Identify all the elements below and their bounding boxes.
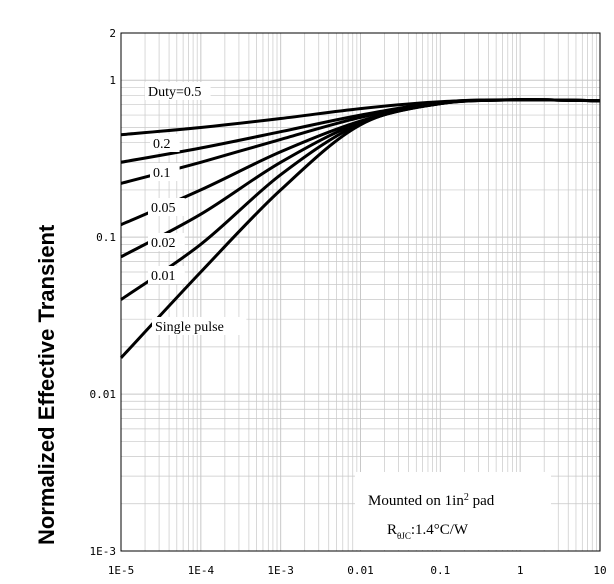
series-label-bg [148,198,185,216]
annotation-line2-sub: θJC [397,531,411,541]
grid [120,32,600,552]
series-group [119,98,601,359]
x-tick-label: 1E-5 [108,564,135,577]
y-tick-label: 2 [109,27,116,40]
series-label-5: 0.01 [151,269,176,284]
series-label-bg [148,233,185,251]
x-tick-label: 10 [593,564,606,577]
x-tick-label: 1E-4 [188,564,215,577]
x-tick-label: 1E-3 [267,564,294,577]
series-label-bg [150,163,180,181]
annotation-line2: RθJC:1.4°C/W [387,522,469,541]
y-axis-title: Normalized Effective Transient [34,224,59,545]
x-tick-label: 0.01 [347,564,374,577]
series-label-3: 0.05 [151,201,176,216]
series-label-2: 0.1 [153,166,171,181]
annotation-line1-sup: 2 [464,492,469,503]
y-tick-label: 1 [109,74,116,87]
x-tick-label: 1 [517,564,524,577]
annotation-line1: Mounted on 1in2 pad [368,492,495,510]
series-label-6: Single pulse [155,320,224,335]
series-label-1: 0.2 [153,137,171,152]
series-label-bg [145,82,211,100]
annotation-line2-main: R [387,522,397,538]
y-tick-label: 0.1 [96,231,116,244]
plot-frame [120,32,601,552]
series-label-bg [152,317,247,335]
tick-labels: 1E-5 1E-4 1E-3 0.01 0.1 1 10 1E-3 0.01 0.1 1 2 [90,27,607,577]
y-tick-label: 1E-3 [90,545,117,558]
annotation-line1-prefix: Mounted on 1in [368,493,464,509]
series-label-bg [148,266,185,284]
series-labels: Duty=0.5 0.2 0.1 0.05 0.02 0.01 Single pulse [145,82,247,335]
series-label-bg [150,134,180,152]
x-tick-label: 0.1 [430,564,450,577]
series-line-6 [119,98,601,359]
annotation-line2-suffix: :1.4°C/W [411,522,469,538]
series-label-0: Duty=0.5 [148,85,201,100]
annotation-line1-suffix: pad [469,493,495,509]
y-tick-label: 0.01 [90,388,117,401]
annotation-box: Mounted on 1in2 pad RθJC:1.4°C/W [355,472,551,550]
series-label-4: 0.02 [151,236,176,251]
